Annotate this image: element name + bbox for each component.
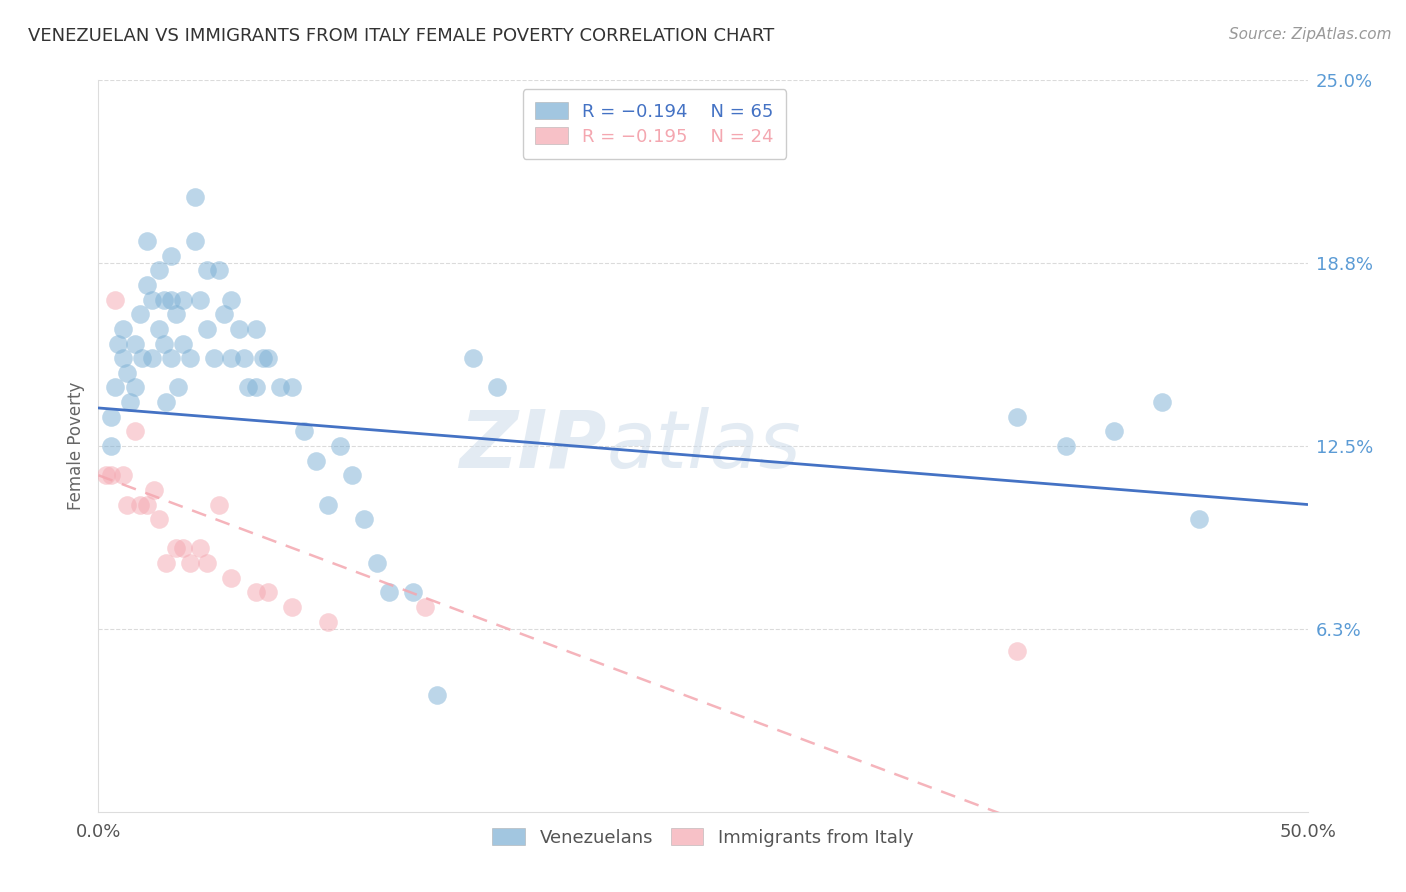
Point [1188,512,1211,526]
Point [245,585,267,599]
Point [426,688,449,702]
Point [165,307,187,321]
Point [316,615,339,629]
Point [117,498,139,512]
Point [221,351,243,366]
Point [148,512,170,526]
Text: Source: ZipAtlas.com: Source: ZipAtlas.com [1229,27,1392,42]
Point [172,293,194,307]
Point [366,556,388,570]
Y-axis label: Female Poverty: Female Poverty [67,382,86,510]
Point [141,293,163,307]
Text: VENEZUELAN VS IMMIGRANTS FROM ITALY FEMALE POVERTY CORRELATION CHART: VENEZUELAN VS IMMIGRANTS FROM ITALY FEMA… [28,27,775,45]
Point [256,351,278,366]
Point [212,307,235,321]
Point [195,322,218,336]
Point [152,336,174,351]
Point [329,439,352,453]
Point [135,278,157,293]
Point [208,498,231,512]
Point [124,336,146,351]
Point [128,498,150,512]
Point [172,541,194,556]
Point [1152,395,1174,409]
Point [148,263,170,277]
Point [148,322,170,336]
Point [111,351,134,366]
Point [184,234,207,248]
Point [256,585,278,599]
Point [195,263,218,277]
Point [135,498,157,512]
Point [165,541,187,556]
Point [111,468,134,483]
Point [228,322,250,336]
Point [353,512,375,526]
Point [281,599,304,614]
Point [269,380,291,394]
Point [238,380,260,394]
Point [1007,644,1029,658]
Point [124,380,146,394]
Point [1054,439,1077,453]
Point [179,351,201,366]
Point [155,395,177,409]
Point [167,380,190,394]
Point [111,322,134,336]
Point [316,498,339,512]
Point [377,585,399,599]
Point [402,585,425,599]
Point [486,380,509,394]
Point [141,351,163,366]
Point [104,293,127,307]
Point [172,336,194,351]
Point [135,234,157,248]
Point [204,351,226,366]
Point [160,249,183,263]
Point [100,468,122,483]
Point [131,351,153,366]
Point [184,190,207,204]
Point [160,351,183,366]
Point [232,351,254,366]
Point [118,395,141,409]
Point [104,380,127,394]
Point [342,468,364,483]
Legend: Venezuelans, Immigrants from Italy: Venezuelans, Immigrants from Italy [482,817,924,857]
Point [94,468,117,483]
Point [195,556,218,570]
Point [124,425,146,439]
Point [117,366,139,380]
Point [107,336,129,351]
Point [188,541,211,556]
Point [281,380,304,394]
Point [305,453,328,467]
Point [160,293,183,307]
Point [143,483,166,497]
Point [128,307,150,321]
Point [252,351,274,366]
Point [245,380,267,394]
Point [188,293,211,307]
Point [292,425,315,439]
Point [179,556,201,570]
Point [221,571,243,585]
Point [413,599,436,614]
Point [155,556,177,570]
Point [1007,409,1029,424]
Point [221,293,243,307]
Point [463,351,485,366]
Point [208,263,231,277]
Point [245,322,267,336]
Text: atlas: atlas [606,407,801,485]
Point [1102,425,1125,439]
Point [100,409,122,424]
Point [100,439,122,453]
Text: ZIP: ZIP [458,407,606,485]
Point [152,293,174,307]
